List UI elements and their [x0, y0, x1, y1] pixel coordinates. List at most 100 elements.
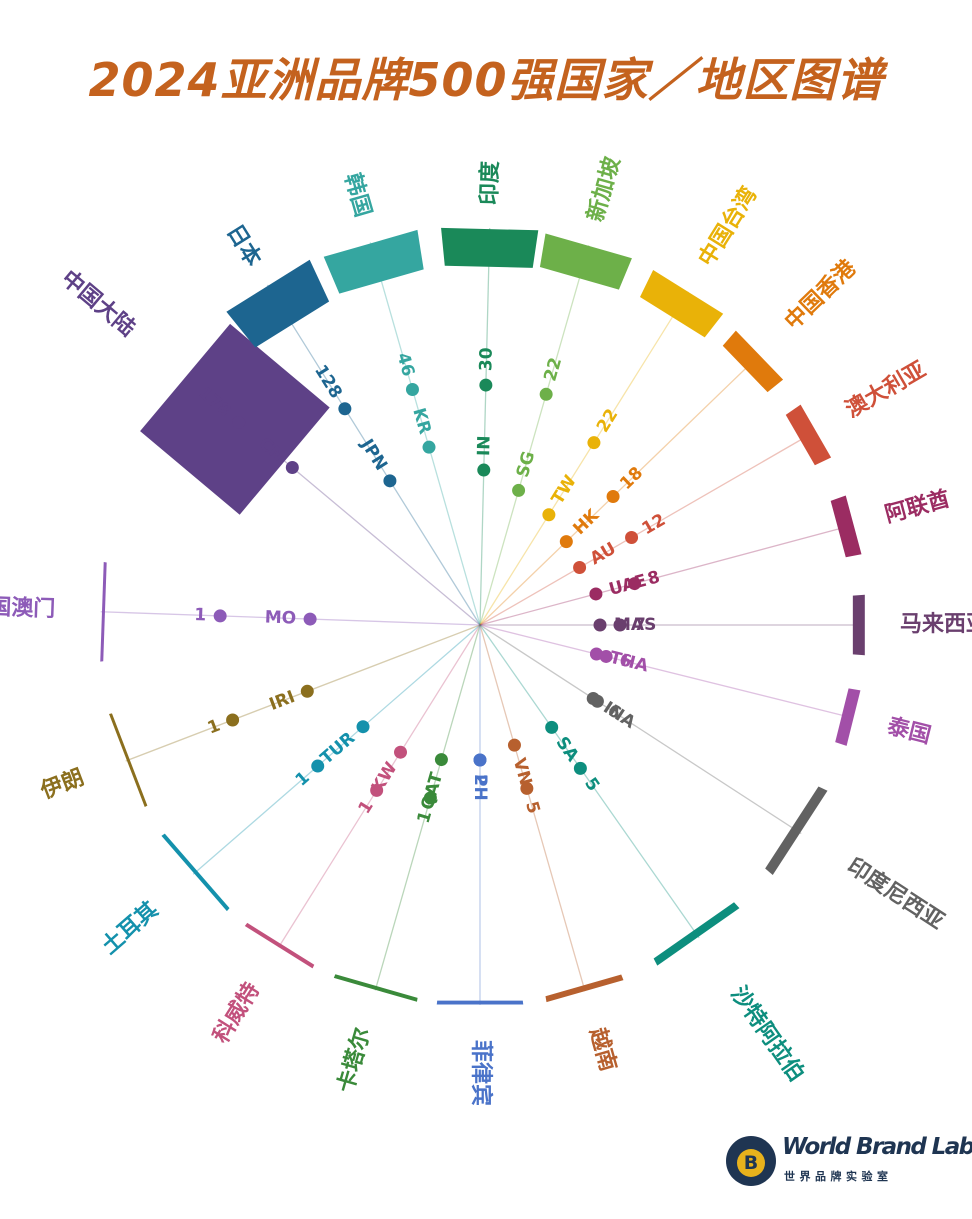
- country-label: 中国香港: [780, 255, 861, 335]
- code-label: AU: [587, 539, 620, 570]
- value-dot: [405, 382, 419, 396]
- spoke-line: [100, 611, 481, 626]
- country-label: 澳大利亚: [841, 356, 930, 423]
- segment-tur: [161, 833, 230, 912]
- value-dot: [606, 489, 620, 503]
- value-dot: [613, 618, 627, 632]
- spoke-lines: [100, 228, 864, 1005]
- country-label: 韩国: [339, 170, 376, 219]
- code-dot: [422, 440, 436, 454]
- code-label: TW: [548, 472, 581, 509]
- logo-name: World Brand Lab: [782, 1134, 972, 1160]
- code-dot: [573, 561, 587, 574]
- segments: [100, 227, 865, 1005]
- code-dot: [507, 738, 521, 752]
- spoke-line: [374, 624, 481, 991]
- code-dot: [545, 720, 559, 734]
- code-dot: [356, 720, 370, 734]
- country-label: 土耳其: [97, 897, 163, 959]
- code-dot: [473, 753, 487, 767]
- code-dot: [477, 463, 491, 477]
- value-label: 1: [292, 768, 314, 791]
- segment-kr: [323, 229, 424, 294]
- code-label: THA: [608, 648, 651, 677]
- value-label: 22: [593, 405, 623, 436]
- country-label: 卡塔尔: [333, 1025, 376, 1096]
- code-dot: [303, 612, 317, 626]
- code-label: PH: [470, 774, 490, 801]
- spoke-line: [479, 355, 760, 626]
- value-label: 7: [634, 615, 646, 635]
- spoke-line: [479, 245, 590, 626]
- country-label: 中国台湾: [693, 183, 762, 271]
- value-dot: [520, 781, 534, 795]
- spoke-line: [192, 624, 481, 875]
- code-label: MO: [264, 607, 296, 628]
- value-label: 1: [194, 605, 207, 625]
- value-label: 1: [414, 809, 436, 826]
- value-dot: [479, 378, 493, 392]
- logo-badge-letter: B: [737, 1149, 765, 1177]
- value-label: 8: [645, 567, 662, 589]
- segment-tha: [835, 688, 861, 746]
- country-label: 马来西亚: [900, 612, 972, 637]
- value-dot: [599, 649, 613, 663]
- value-label: 1: [354, 797, 377, 818]
- segment-ina: [765, 786, 828, 876]
- value-dot: [370, 783, 384, 797]
- spoke-line: [479, 291, 689, 626]
- country-label: 伊朗: [36, 764, 87, 804]
- code-dot: [542, 508, 556, 522]
- code-label: SG: [513, 449, 539, 480]
- labels: 178CN中国大陆128JPN日本46KR韩国30IN印度22SG新加坡22TW…: [0, 154, 972, 1106]
- code-dot: [593, 618, 607, 632]
- code-dot: [586, 692, 600, 706]
- code-dot: [434, 753, 448, 767]
- country-label: 越南: [584, 1024, 620, 1074]
- segment-tw: [640, 269, 724, 338]
- segment-sg: [539, 233, 632, 290]
- code-label: IN: [474, 435, 494, 456]
- spoke-line: [479, 624, 853, 719]
- spoke-line: [479, 430, 816, 626]
- segment-sa: [653, 902, 740, 966]
- chart-title: 2024亚洲品牌500强国家／地区图谱: [88, 53, 884, 107]
- segment-qat: [333, 974, 418, 1002]
- code-dot: [383, 474, 397, 488]
- segment-mo: [100, 562, 107, 662]
- country-label: 中国澳门: [0, 593, 56, 622]
- code-label: MAS: [614, 615, 656, 635]
- country-label: 日本: [221, 220, 266, 271]
- country-label: 中国大陆: [56, 266, 139, 342]
- code-dot: [300, 684, 314, 698]
- code-label: VN: [509, 756, 536, 788]
- code-label: JPN: [356, 435, 391, 474]
- segment-hk: [722, 330, 784, 393]
- value-dot: [423, 791, 437, 805]
- segment-kw: [244, 922, 315, 969]
- spoke-line: [479, 624, 700, 939]
- code-label: KR: [408, 406, 434, 437]
- logo-badge-icon: B: [726, 1136, 776, 1186]
- code-dot: [589, 587, 603, 601]
- spoke-line: [479, 624, 586, 992]
- value-label: 1: [205, 716, 223, 739]
- logo-subtitle: 世界品牌实验室: [784, 1170, 893, 1183]
- value-dot: [625, 531, 639, 544]
- code-label: QAT: [417, 770, 447, 812]
- value-dot: [226, 713, 240, 727]
- segment-ph: [436, 1000, 524, 1005]
- value-label: 30: [476, 347, 497, 371]
- code-label: UAE: [607, 571, 649, 600]
- code-dot: [559, 535, 573, 549]
- value-dot: [213, 609, 227, 623]
- code-label: SA: [552, 733, 583, 766]
- country-label: 印度: [476, 160, 503, 206]
- country-label: 菲律宾: [468, 1040, 494, 1106]
- value-dot: [338, 402, 352, 416]
- spoke-line: [369, 242, 481, 626]
- value-label: 5: [580, 774, 603, 795]
- code-label: IRI: [267, 687, 298, 715]
- value-label: 22: [540, 355, 566, 383]
